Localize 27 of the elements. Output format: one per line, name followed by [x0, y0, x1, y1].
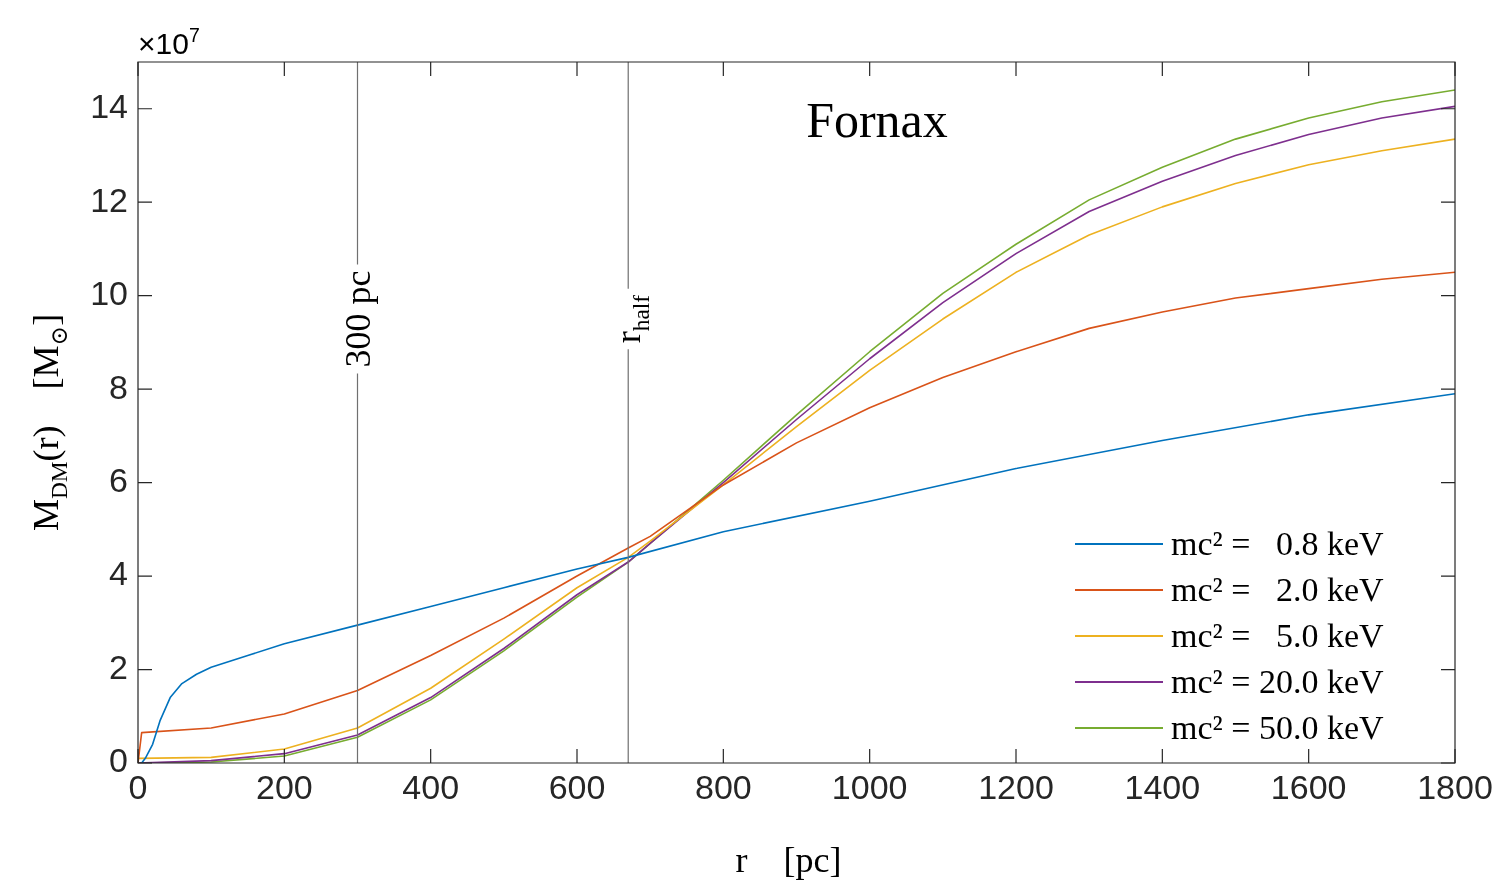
- legend-label: mc² = 5.0 keV: [1171, 617, 1384, 654]
- ref-line-label: rhalf: [608, 294, 655, 344]
- x-tick-label: 800: [694, 767, 752, 806]
- x-axis-title: r [pc]: [735, 840, 842, 880]
- y-tick-label: 4: [109, 554, 128, 593]
- x-tick-label: 1000: [831, 767, 908, 806]
- y-tick-label: 14: [90, 87, 128, 126]
- y-axis-title: MDM(r) [M⊙]: [26, 313, 72, 532]
- y-tick-label: 6: [109, 460, 128, 499]
- legend-label: mc² = 20.0 keV: [1171, 663, 1384, 700]
- y-tick-label: 2: [109, 647, 128, 686]
- legend-label: mc² = 2.0 keV: [1171, 571, 1384, 608]
- x-tick-label: 1200: [978, 767, 1054, 806]
- y-tick-label: 12: [90, 180, 128, 219]
- x-tick-label: 400: [402, 767, 460, 806]
- annotation: Fornax: [806, 91, 948, 148]
- x-tick-label: 200: [255, 767, 313, 806]
- x-tick-label: 600: [548, 767, 606, 806]
- y-tick-label: 10: [90, 274, 128, 313]
- x-tick-label: 1800: [1417, 767, 1493, 806]
- legend-label: mc² = 0.8 keV: [1171, 525, 1384, 562]
- y-tick-label: 0: [109, 741, 128, 780]
- ref-line-label: 300 pc: [337, 270, 378, 368]
- y-tick-label: 8: [109, 367, 128, 406]
- legend-label: mc² = 50.0 keV: [1171, 709, 1384, 746]
- x-tick-label: 1400: [1124, 767, 1201, 806]
- x-tick-label: 1600: [1270, 767, 1347, 806]
